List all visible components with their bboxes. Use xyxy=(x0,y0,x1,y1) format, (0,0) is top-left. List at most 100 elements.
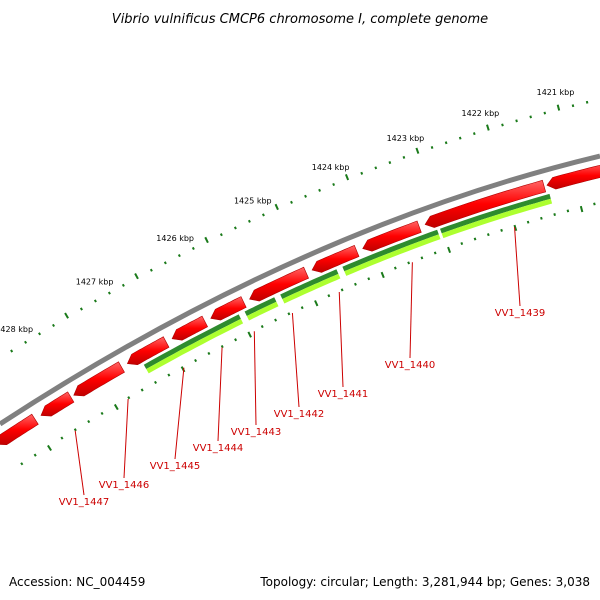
ruler-tick xyxy=(64,312,69,319)
ruler-label: 1428 kbp xyxy=(0,325,33,334)
ruler-tick xyxy=(553,213,556,217)
ruler-tick xyxy=(140,388,144,392)
ruler-tick xyxy=(287,312,291,316)
ruler-tick xyxy=(415,147,420,154)
ruler-tick xyxy=(420,256,424,260)
ruler-tick xyxy=(332,182,336,187)
gene-label: VV1_1442 xyxy=(274,409,325,420)
gene-arrow xyxy=(40,391,75,417)
gene-label: VV1_1445 xyxy=(150,461,201,472)
ruler-tick xyxy=(447,246,452,254)
ruler-tick xyxy=(79,307,83,311)
cds-bar-light xyxy=(282,273,341,304)
ruler-tick xyxy=(458,136,462,140)
ruler-tick xyxy=(515,119,518,123)
ruler-tick xyxy=(472,132,476,136)
chromosome-backbone xyxy=(0,153,600,427)
ruler-tick xyxy=(60,436,64,440)
gene-arrows xyxy=(0,164,600,446)
gene-arrow xyxy=(424,179,547,228)
gene-leader-line xyxy=(253,331,257,426)
ruler-tick xyxy=(327,294,331,298)
gene-labels: VV1_1439 VV1_1440 VV1_1441 VV1_1442 VV1_1443… xyxy=(59,227,546,508)
ruler-tick xyxy=(486,233,490,237)
ruler-tick xyxy=(407,261,411,265)
cds-bar-light xyxy=(246,301,279,321)
gene-label: VV1_1444 xyxy=(193,443,244,454)
gene-leader-line xyxy=(217,347,223,442)
ruler-tick xyxy=(127,396,131,400)
cds-bar-dark xyxy=(244,297,277,316)
ruler-tick xyxy=(20,462,24,466)
ruler-tick xyxy=(220,344,224,349)
ruler-tick xyxy=(33,453,37,457)
ruler-tick xyxy=(473,237,477,241)
gene-label: VV1_1439 xyxy=(495,308,546,319)
ruler-tick xyxy=(177,254,181,258)
ruler-tick xyxy=(444,141,448,145)
ruler-tick xyxy=(486,124,490,131)
gene-label: VV1_1443 xyxy=(231,427,282,438)
ruler-tick xyxy=(163,261,167,265)
ruler-tick xyxy=(500,228,503,232)
ruler-label: 1423 kbp xyxy=(387,134,425,143)
ruler-tick xyxy=(374,166,378,170)
gene-leader-line xyxy=(291,312,300,408)
ruler-label: 1426 kbp xyxy=(156,234,194,243)
ruler-tick xyxy=(529,115,532,119)
map-title: Vibrio vulnificus CMCP6 chromosome I, co… xyxy=(112,12,488,27)
cds-bars xyxy=(143,193,553,374)
ruler-tick xyxy=(354,282,357,286)
ruler-tick xyxy=(107,291,111,295)
ruler-tick xyxy=(593,202,596,206)
ruler-tick xyxy=(430,145,434,150)
ruler-tick xyxy=(134,273,139,280)
gene-arrow xyxy=(249,266,309,302)
gene-label: VV1_1440 xyxy=(385,360,436,371)
accession-text: Accession: NC_004459 xyxy=(9,575,145,589)
gene-label: VV1_1446 xyxy=(99,480,150,491)
gene-label: VV1_1447 xyxy=(59,497,110,508)
ruler-tick xyxy=(38,332,42,336)
ruler-tick xyxy=(579,205,584,213)
ruler-tick xyxy=(304,194,307,198)
cds-bar-light xyxy=(146,318,244,374)
gene-arrow xyxy=(362,220,422,252)
gene-leader-line xyxy=(514,227,521,307)
ruler-tick xyxy=(274,318,278,322)
ruler-tick xyxy=(262,213,265,217)
ruler-tick xyxy=(87,419,91,424)
gene-label: VV1_1441 xyxy=(318,389,369,400)
gene-arrow xyxy=(546,164,600,190)
ruler-tick xyxy=(234,338,238,342)
genome-info-text: Topology: circular; Length: 3,281,944 bp… xyxy=(259,575,590,589)
ruler-tick xyxy=(402,155,406,159)
ruler-tick xyxy=(543,111,547,115)
ruler-tick xyxy=(167,373,171,377)
ruler-tick xyxy=(207,351,211,356)
gene-arrow xyxy=(210,296,247,321)
ruler-tick xyxy=(290,200,293,204)
gene-leader-line xyxy=(74,430,85,496)
gene-leader-line xyxy=(409,262,413,359)
ruler-tick xyxy=(121,283,125,287)
ruler-tick xyxy=(113,403,119,411)
cds-bar-dark xyxy=(280,269,339,299)
ruler-tick xyxy=(526,220,530,224)
ruler-tick xyxy=(233,226,237,230)
ruler-tick xyxy=(47,444,52,452)
ruler-label: 1421 kbp xyxy=(537,88,575,97)
ruler-tick xyxy=(300,306,304,310)
ruler-tick xyxy=(540,216,543,220)
ruler-tick xyxy=(571,104,575,108)
cds-bar-light xyxy=(344,234,441,276)
ruler-tick xyxy=(24,340,28,344)
ruler-tick xyxy=(501,123,504,127)
ruler-tick xyxy=(51,323,55,327)
ruler-tick xyxy=(191,246,195,251)
gene-arrow xyxy=(0,413,39,446)
gene-arrow xyxy=(73,361,125,397)
ruler-tick xyxy=(460,242,464,246)
gene-arrow xyxy=(126,336,170,366)
